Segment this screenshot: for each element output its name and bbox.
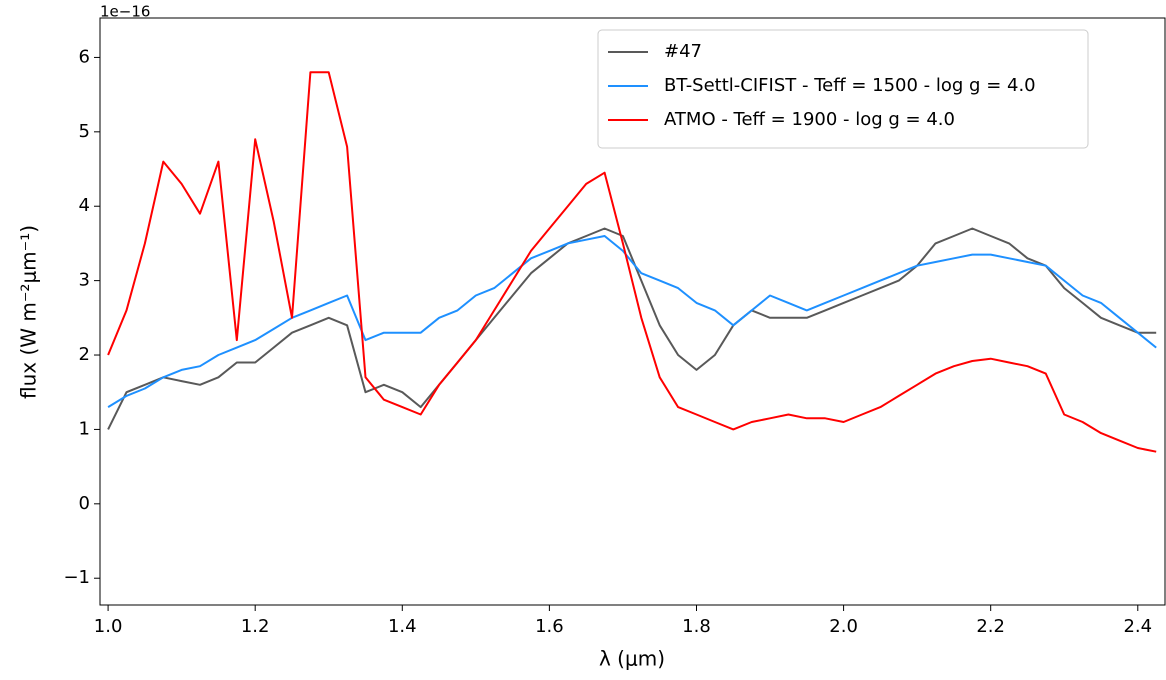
series-line — [107, 71, 1157, 453]
legend-label: ATMO - Teff = 1900 - log g = 4.0 — [664, 109, 955, 130]
x-tick-label: 2.2 — [976, 616, 1005, 637]
x-tick-label: 1.4 — [388, 616, 417, 637]
legend-box — [597, 29, 1089, 149]
series-line — [107, 227, 1157, 430]
x-tick-label: 1.0 — [94, 616, 123, 637]
x-tick-label: 2.0 — [829, 616, 858, 637]
y-tick-label: 6 — [79, 46, 90, 67]
x-tick-label: 1.2 — [241, 616, 270, 637]
legend-label: #47 — [664, 41, 702, 62]
y-axis-label: flux (W m⁻²μm⁻¹) — [17, 225, 41, 399]
legend-label: BT-Settl-CIFIST - Teff = 1500 - log g = … — [664, 75, 1036, 96]
x-axis-label: λ (μm) — [599, 647, 665, 671]
x-tick-label: 2.4 — [1123, 616, 1152, 637]
offset-text: 1e−16 — [100, 3, 150, 21]
plot-area — [107, 71, 1157, 453]
x-tick-label: 1.6 — [535, 616, 564, 637]
y-tick-label: 4 — [79, 195, 90, 216]
y-tick-label: 2 — [79, 344, 90, 365]
series-line — [107, 235, 1157, 408]
y-tick-label: 0 — [79, 493, 90, 514]
y-tick-label: 3 — [79, 270, 90, 291]
plot-frame — [99, 17, 1166, 606]
x-tick-label: 1.8 — [682, 616, 711, 637]
y-tick-label: 5 — [79, 121, 90, 142]
y-tick-label: −1 — [63, 567, 90, 588]
y-tick-label: 1 — [79, 418, 90, 439]
